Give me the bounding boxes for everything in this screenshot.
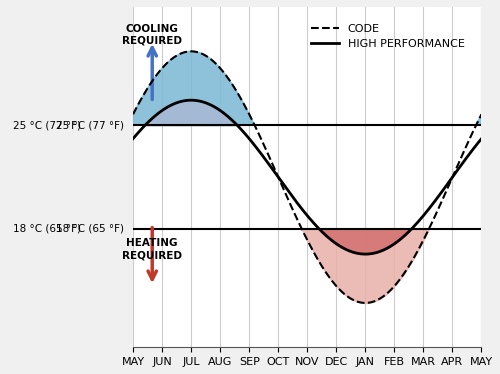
Text: 25 °C (77 °F): 25 °C (77 °F) <box>13 120 81 131</box>
Text: COOLING
REQUIRED: COOLING REQUIRED <box>122 24 182 46</box>
Text: 25 °C (77 °F): 25 °C (77 °F) <box>56 120 124 131</box>
Text: 18 °C (65 °F): 18 °C (65 °F) <box>13 224 81 234</box>
Text: HEATING
REQUIRED: HEATING REQUIRED <box>122 238 182 260</box>
Legend: CODE, HIGH PERFORMANCE: CODE, HIGH PERFORMANCE <box>306 19 469 54</box>
Text: 18 °C (65 °F): 18 °C (65 °F) <box>56 224 124 234</box>
